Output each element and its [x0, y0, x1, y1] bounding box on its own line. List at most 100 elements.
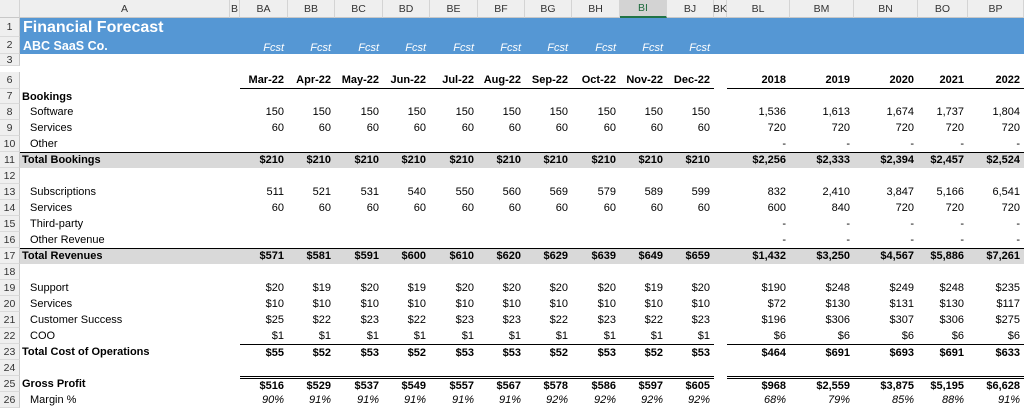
cell-value: $2,457 — [930, 154, 964, 166]
row-number: 22 — [0, 328, 20, 344]
cell-value: 60 — [413, 122, 426, 134]
column-header: BO — [918, 0, 968, 18]
cell-value: 60 — [697, 122, 710, 134]
cell-value: $10 — [502, 298, 521, 310]
cell-value: 550 — [455, 186, 474, 198]
cell-value: 60 — [650, 202, 663, 214]
row-label: Customer Success — [30, 314, 123, 326]
cell-value: 60 — [697, 202, 710, 214]
cell-value: $2,559 — [790, 376, 854, 392]
cell-value: 1,536 — [758, 106, 786, 118]
row-number: 2 — [0, 37, 20, 54]
forecast-flag: Fcst — [642, 41, 663, 54]
column-header: BE — [430, 0, 478, 18]
row-number: 18 — [0, 264, 20, 280]
cell-value: $1 — [603, 330, 616, 342]
cell-value: $2,524 — [986, 154, 1020, 166]
cell-value: $306 — [825, 314, 850, 326]
forecast-flag: Fcst — [547, 41, 568, 54]
cell-value: $275 — [995, 314, 1020, 326]
cell-value: 60 — [555, 122, 568, 134]
year-header: 2019 — [790, 72, 854, 89]
cell-value: 2,410 — [822, 186, 850, 198]
cell-value: $53 — [572, 344, 620, 360]
cell-value: 150 — [597, 106, 616, 118]
cell-value: $537 — [335, 376, 383, 392]
row-label: Gross Profit — [22, 378, 86, 390]
cell-value: $210 — [685, 154, 710, 166]
cell-value: $248 — [939, 282, 964, 294]
total-row-fill — [20, 248, 1024, 264]
row-number: 3 — [0, 54, 20, 66]
cell-value: $1 — [271, 330, 284, 342]
cell-value: $529 — [288, 376, 335, 392]
cell-value: 840 — [831, 202, 850, 214]
row-label: Margin % — [30, 394, 77, 406]
row-number: 25 — [0, 376, 20, 392]
cell-value: 3,847 — [886, 186, 914, 198]
cell-value: 6,541 — [992, 186, 1020, 198]
cell-value: 720 — [831, 122, 850, 134]
cell-value: $3,250 — [816, 250, 850, 262]
cell-value: 720 — [945, 202, 964, 214]
cell-value: $210 — [449, 154, 474, 166]
row-number: 26 — [0, 392, 20, 408]
cell-value: 150 — [407, 106, 426, 118]
header-band — [20, 18, 1024, 54]
cell-value: 60 — [650, 122, 663, 134]
cell-value: $72 — [767, 298, 786, 310]
cell-value: $19 — [407, 282, 426, 294]
cell-value: 91% — [451, 394, 474, 406]
cell-value: $22 — [644, 314, 663, 326]
year-header: 2018 — [727, 72, 790, 89]
cell-value: 60 — [461, 122, 474, 134]
cell-value: $210 — [496, 154, 521, 166]
row-number: 23 — [0, 344, 20, 360]
cell-value: 521 — [312, 186, 331, 198]
cell-value: $25 — [265, 314, 284, 326]
cell-value: - — [846, 138, 850, 150]
cell-value: $23 — [691, 314, 710, 326]
row-number: 7 — [0, 89, 20, 104]
cell-value: $53 — [667, 344, 714, 360]
cell-value: 85% — [891, 394, 914, 406]
cell-value: $4,567 — [880, 250, 914, 262]
cell-value: $591 — [354, 250, 379, 262]
company-name: ABC SaaS Co. — [23, 38, 108, 53]
cell-value: - — [846, 218, 850, 230]
cell-value: $249 — [889, 282, 914, 294]
cell-value: - — [782, 218, 786, 230]
row-label: Services — [30, 202, 73, 214]
cell-value: $196 — [761, 314, 786, 326]
cell-value: $1 — [413, 330, 426, 342]
column-header: BP — [968, 0, 1024, 18]
cell-value: $19 — [312, 282, 331, 294]
cell-value: 150 — [549, 106, 568, 118]
row-label: Services — [30, 122, 73, 134]
cell-value: 60 — [366, 122, 379, 134]
cell-value: $10 — [265, 298, 284, 310]
column-header: BJ — [667, 0, 714, 18]
cell-value: $1 — [555, 330, 568, 342]
cell-value: $52 — [525, 344, 572, 360]
cell-value: 150 — [360, 106, 379, 118]
cell-value: 60 — [318, 122, 331, 134]
cell-value: $10 — [691, 298, 710, 310]
cell-value: $22 — [312, 314, 331, 326]
cell-value: - — [910, 138, 914, 150]
cell-value: 88% — [941, 394, 964, 406]
cell-value: $190 — [761, 282, 786, 294]
forecast-flag: Fcst — [310, 41, 331, 54]
cell-value: 60 — [271, 202, 284, 214]
cell-value: 1,613 — [822, 106, 850, 118]
cell-value: 60 — [461, 202, 474, 214]
row-number: 21 — [0, 312, 20, 328]
cell-value: $649 — [638, 250, 663, 262]
cell-value: $1 — [697, 330, 710, 342]
cell-value: $23 — [455, 314, 474, 326]
row-label: Bookings — [22, 90, 73, 103]
cell-value: 1,674 — [886, 106, 914, 118]
cell-value: 60 — [555, 202, 568, 214]
cell-value: $130 — [825, 298, 850, 310]
